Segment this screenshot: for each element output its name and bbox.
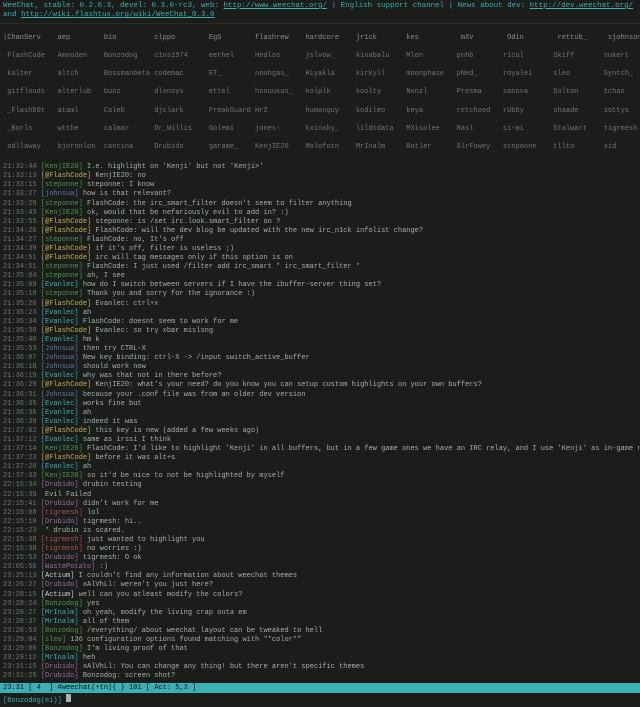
chat-line: 21:35:20 [@FlashCode] Evanlec: ctrl+x <box>3 300 637 309</box>
chat-line: 21:33:27 [johnsua] how is that relevant? <box>3 190 637 199</box>
chat-line: 21:35:34 [Evanlec] FlashCode: doesnt see… <box>3 318 637 327</box>
chat-line: 23:28:27 [MrInalm] oh yeah, modify the l… <box>3 609 637 618</box>
nicklist-row: FlashCode Amnoden Bonzodog c1ns1974 eeth… <box>3 52 637 61</box>
chat-line: 23:28:53 [Bonzodog] /everything/ about w… <box>3 627 637 636</box>
title-bar: WeeChat, stable: 0.2.6.3, devel: 0.3.0-r… <box>0 0 640 24</box>
chat-line: 21:35:23 [Evanlec] ah <box>3 309 637 318</box>
chat-line: 22:15:41 [Drubido] didn't work for me <box>3 500 637 509</box>
chat-line: 21:34:39 [@FlashCode] if it's off, filte… <box>3 245 637 254</box>
nicklist-row: gitflouds alterlub bunz dlonsys ettel ho… <box>3 88 637 97</box>
chat-line: 21:36:39 [Evanlec] indeed it was <box>3 418 637 427</box>
chat-line: 21:34:51 [steponne] FlashCode: I just us… <box>3 263 637 272</box>
link-dev[interactable]: http://dev.weechat.org/ <box>530 2 634 10</box>
nicklist-row: _Borls wtthe calmar Dr_Willis Golemi jon… <box>3 125 637 134</box>
nicklist-row: kalter altch Bossmanbeta codemac ET_ noo… <box>3 70 637 79</box>
chat-line: 22:15:34 [Drubido] drubin testing <box>3 481 637 490</box>
chat-line: 22:15:38 [tigrmesh] just wanted to highl… <box>3 536 637 545</box>
chat-line: 21:36:36 [Evanlec] ah <box>3 409 637 418</box>
chat-line: 21:36:29 [@FlashCode] KenjIE20: what's y… <box>3 381 637 390</box>
chat-line: 21:35:38 [@FlashCode] Evanlec: so try xb… <box>3 327 637 336</box>
chat-line: 21:34:26 [@FlashCode] FlashCode: will th… <box>3 227 637 236</box>
status-bar: 23:31 [ 4 ] #weechat(+tn){ } 101 [ Act: … <box>0 683 640 694</box>
chat-line: 22:15:38 [tigrmesh] no worries :) <box>3 545 637 554</box>
chat-line: 21:37:12 [Evanlec] same as irssi I think <box>3 436 637 445</box>
link-wiki[interactable]: http://wiki.flashtux.org/wiki/WeeChat_0.… <box>21 11 215 19</box>
chat-line: 21:37:23 [@FlashCode] before it was alt+… <box>3 454 637 463</box>
chat-line: 23:25:13 [Actium] I couldn't find any in… <box>3 572 637 581</box>
chat-line: 21:33:29 [steponne] FlashCode: the irc_s… <box>3 200 637 209</box>
chat-line: 22:15:08 [tigrmesh] lol <box>3 509 637 518</box>
chat-line: 23:28:37 [MrInalm] all of them <box>3 618 637 627</box>
nicklist: |ChanServ aep bio clppo EgS flashrew har… <box>0 24 640 162</box>
chat-line: 21:33:15 [steponne] steponne: I know <box>3 181 637 190</box>
nicklist-row: adllaway bjornnlon cantina Drubido garam… <box>3 143 637 152</box>
chat-area[interactable]: 21:32:44 [KenjIE20] I.e. highlight on 'K… <box>0 162 640 682</box>
chat-line: 23:31:15 [Drubido] xAlVhLl: You can chan… <box>3 663 637 672</box>
chat-line: 21:33:55 [@FlashCode] steponne: is /set … <box>3 218 637 227</box>
chat-line: 22:15:39 Evil Failed <box>3 491 637 500</box>
chat-line: 23:29:06 [Bonzodog] I'm living proof of … <box>3 645 637 654</box>
chat-line: 21:37:02 [@FlashCode] this key is new (a… <box>3 427 637 436</box>
chat-line: 21:32:44 [KenjIE20] I.e. highlight on 'K… <box>3 163 637 172</box>
chat-line: 21:35:09 [Evanlec] how do I switch betwe… <box>3 281 637 290</box>
nicklist-row: _Flashb0t ataml Caleb djclark FreakGuard… <box>3 107 637 116</box>
chat-line: 21:34:51 [@FlashCode] irc will tag messa… <box>3 254 637 263</box>
chat-line: 21:35:19 [steponne] Thank you and sorry … <box>3 290 637 299</box>
nicklist-row: |ChanServ aep bio clppo EgS flashrew har… <box>3 34 637 43</box>
chat-line: 21:33:13 [@FlashCode] KenjIE20: no <box>3 172 637 181</box>
chat-line: 23:31:25 [Drubido] Bonzodog: screen shot… <box>3 672 637 681</box>
chat-line: 22:15:18 [Drubido] tigrmesh: hi.. <box>3 518 637 527</box>
chat-line: 23:28:15 [Actium] well can you atleast m… <box>3 591 637 600</box>
chat-line: 21:37:14 [KenjIE20] FlashCode: I'd like … <box>3 445 637 454</box>
input-bar[interactable]: [Bonzodog(ei)] <box>0 693 640 707</box>
chat-line: 21:36:07 [Johnsua] New key binding: ctrl… <box>3 354 637 363</box>
chat-line: 21:34:27 [steponne] FlashCode: no, It's … <box>3 236 637 245</box>
chat-line: 23:29:12 [MrInalm] heh <box>3 654 637 663</box>
chat-line: 21:36:18 [Johnsua] should work now <box>3 363 637 372</box>
chat-line: 23:28:24 [Bonzodog] yes <box>3 600 637 609</box>
chat-line: 21:37:28 [Evanlec] ah <box>3 463 637 472</box>
chat-line: 21:37:33 [KenjIE20] so it'd be nice to n… <box>3 472 637 481</box>
chat-line: 23:29:04 [sleo] 136 configuration option… <box>3 636 637 645</box>
chat-line: 21:36:35 [Evanlec] works fine but <box>3 400 637 409</box>
link-weechat[interactable]: http://www.weechat.org/ <box>224 2 328 10</box>
chat-line: 21:35:53 [Johnsua] then try CTRL-X <box>3 345 637 354</box>
chat-line: 22:15:23 * drubin is scared. <box>3 527 637 536</box>
chat-line: 21:36:31 [Johnsua] because your .conf fi… <box>3 391 637 400</box>
chat-line: 22:15:53 [Drubido] tigrmesh: O ok <box>3 554 637 563</box>
cursor-icon <box>66 694 71 702</box>
chat-line: 23:26:27 [Drubido] xAlVhLl: weren't you … <box>3 581 637 590</box>
chat-line: 21:33:43 [KenjIE20] ok, would that be ne… <box>3 209 637 218</box>
chat-line: 23:05:56 [WastePotato] :) <box>3 563 637 572</box>
chat-line: 21:36:19 [Evanlec] why was that not in t… <box>3 372 637 381</box>
chat-line: 21:35:04 [steponne] ah, I see <box>3 272 637 281</box>
chat-line: 21:35:40 [Evanlec] hm k <box>3 336 637 345</box>
